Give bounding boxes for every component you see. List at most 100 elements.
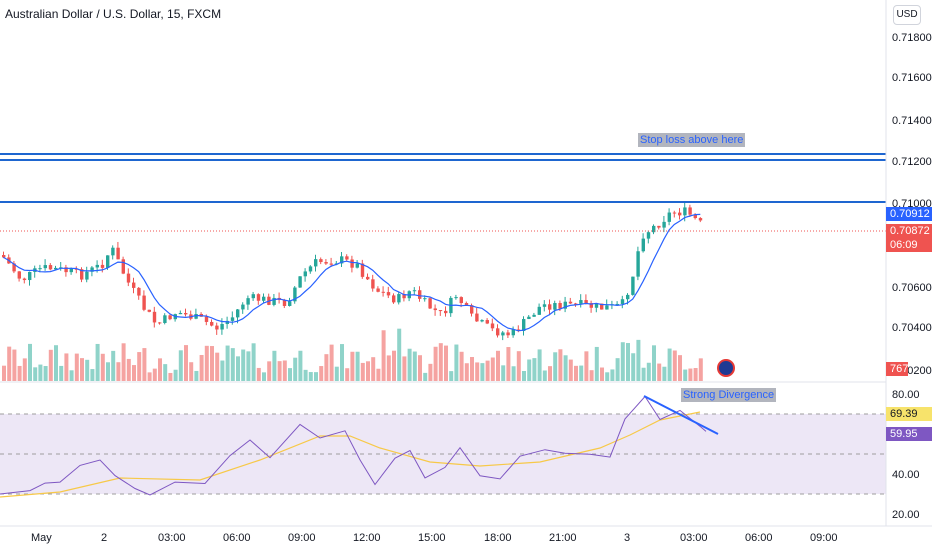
volume-bar xyxy=(126,358,131,381)
price-label: 0.71800 xyxy=(892,32,932,44)
volume-bar xyxy=(236,356,240,381)
volume-bar xyxy=(475,362,480,381)
volume-bar xyxy=(85,359,90,381)
candle-body xyxy=(43,265,47,269)
volume-bar xyxy=(132,365,136,381)
candle-body xyxy=(251,294,255,299)
candle-body xyxy=(537,306,541,315)
candle-body xyxy=(698,218,703,221)
volume-bar xyxy=(542,370,547,381)
volume-bar xyxy=(334,366,339,381)
candle-body xyxy=(553,303,557,310)
volume-bar xyxy=(470,357,474,381)
candle-body xyxy=(563,301,567,309)
australia-flag-icon[interactable] xyxy=(717,359,735,377)
candle-body xyxy=(95,264,99,268)
volume-bar xyxy=(152,368,157,381)
volume-bar xyxy=(345,368,350,381)
volume-bar xyxy=(574,365,578,381)
volume-bar xyxy=(251,343,256,381)
candle-body xyxy=(423,298,427,300)
candle-body xyxy=(158,322,162,324)
candle-body xyxy=(111,247,115,256)
divergence-annotation[interactable]: Strong Divergence xyxy=(681,388,777,402)
candle-body xyxy=(652,225,656,233)
volume-bar xyxy=(652,345,656,381)
volume-bar xyxy=(64,353,69,381)
candle-body xyxy=(506,332,510,336)
candle-body xyxy=(662,221,666,228)
volume-bar xyxy=(173,369,178,381)
volume-bar xyxy=(220,360,225,381)
volume-bar xyxy=(277,361,282,381)
volume-bar xyxy=(199,354,204,381)
rsi-label: 40.00 xyxy=(892,469,920,481)
volume-bar xyxy=(667,348,672,381)
candle-body xyxy=(366,276,370,280)
candle-body xyxy=(350,259,354,268)
candle-body xyxy=(319,259,323,263)
candle-body xyxy=(142,295,146,310)
volume-bar xyxy=(678,355,682,381)
candle-body xyxy=(178,312,183,315)
divergence-trendline[interactable] xyxy=(643,395,719,435)
candle-body xyxy=(501,332,505,336)
candle-body xyxy=(288,301,292,306)
candle-body xyxy=(69,268,73,273)
volume-bar xyxy=(407,348,412,381)
volume-bar xyxy=(324,354,329,381)
price-label: 0.70600 xyxy=(892,282,932,294)
volume-bar xyxy=(501,365,506,381)
candle-body xyxy=(2,255,6,258)
volume-bar xyxy=(548,366,552,381)
volume-bar xyxy=(241,349,246,381)
volume-bar xyxy=(693,368,698,381)
volume-bar xyxy=(449,371,454,381)
candle-body xyxy=(584,300,588,304)
volume-bar xyxy=(163,364,168,381)
volume-bar xyxy=(80,358,84,381)
volume-bar xyxy=(33,367,38,381)
stop-loss-annotation[interactable]: Stop loss above here xyxy=(638,133,746,147)
symbol-title[interactable]: Australian Dollar / U.S. Dollar, 15, FXC… xyxy=(5,7,222,21)
candle-body xyxy=(48,265,53,270)
candles xyxy=(2,202,703,341)
candle-body xyxy=(688,207,692,215)
volume-bar xyxy=(532,358,537,381)
price-label: 0.70400 xyxy=(892,322,932,334)
candle-body xyxy=(360,263,365,277)
moving-average-line xyxy=(3,213,701,332)
candle-body xyxy=(22,278,27,281)
volume-bar xyxy=(111,350,116,381)
time-label: 12:00 xyxy=(353,532,381,544)
candle-body xyxy=(215,325,219,330)
volume-bar xyxy=(246,351,251,381)
candle-body xyxy=(168,315,172,320)
candle-body xyxy=(355,263,359,268)
candle-body xyxy=(282,299,287,306)
candle-body xyxy=(345,256,349,260)
volume-bar xyxy=(636,339,641,381)
volume-bar xyxy=(605,372,610,381)
volume-bar xyxy=(433,346,438,381)
volume-bar xyxy=(496,350,500,381)
candle-body xyxy=(631,276,635,295)
rsi-label: 20.00 xyxy=(892,509,920,521)
volume-bar xyxy=(12,349,17,381)
candle-body xyxy=(17,271,21,279)
volume-bar xyxy=(184,345,188,381)
candle-body xyxy=(324,262,328,264)
volume-bar xyxy=(397,328,402,381)
volume-bar xyxy=(17,365,22,381)
candle-body xyxy=(314,259,318,267)
volume-bar xyxy=(303,369,308,381)
volume-bar xyxy=(100,353,105,381)
volume-bar xyxy=(594,346,599,381)
volume-bar xyxy=(314,372,318,381)
candle-body xyxy=(527,316,531,320)
volume-bar xyxy=(288,368,292,381)
volume-bar xyxy=(423,372,428,381)
volume-bar xyxy=(121,343,126,381)
currency-button[interactable]: USD xyxy=(893,5,921,25)
